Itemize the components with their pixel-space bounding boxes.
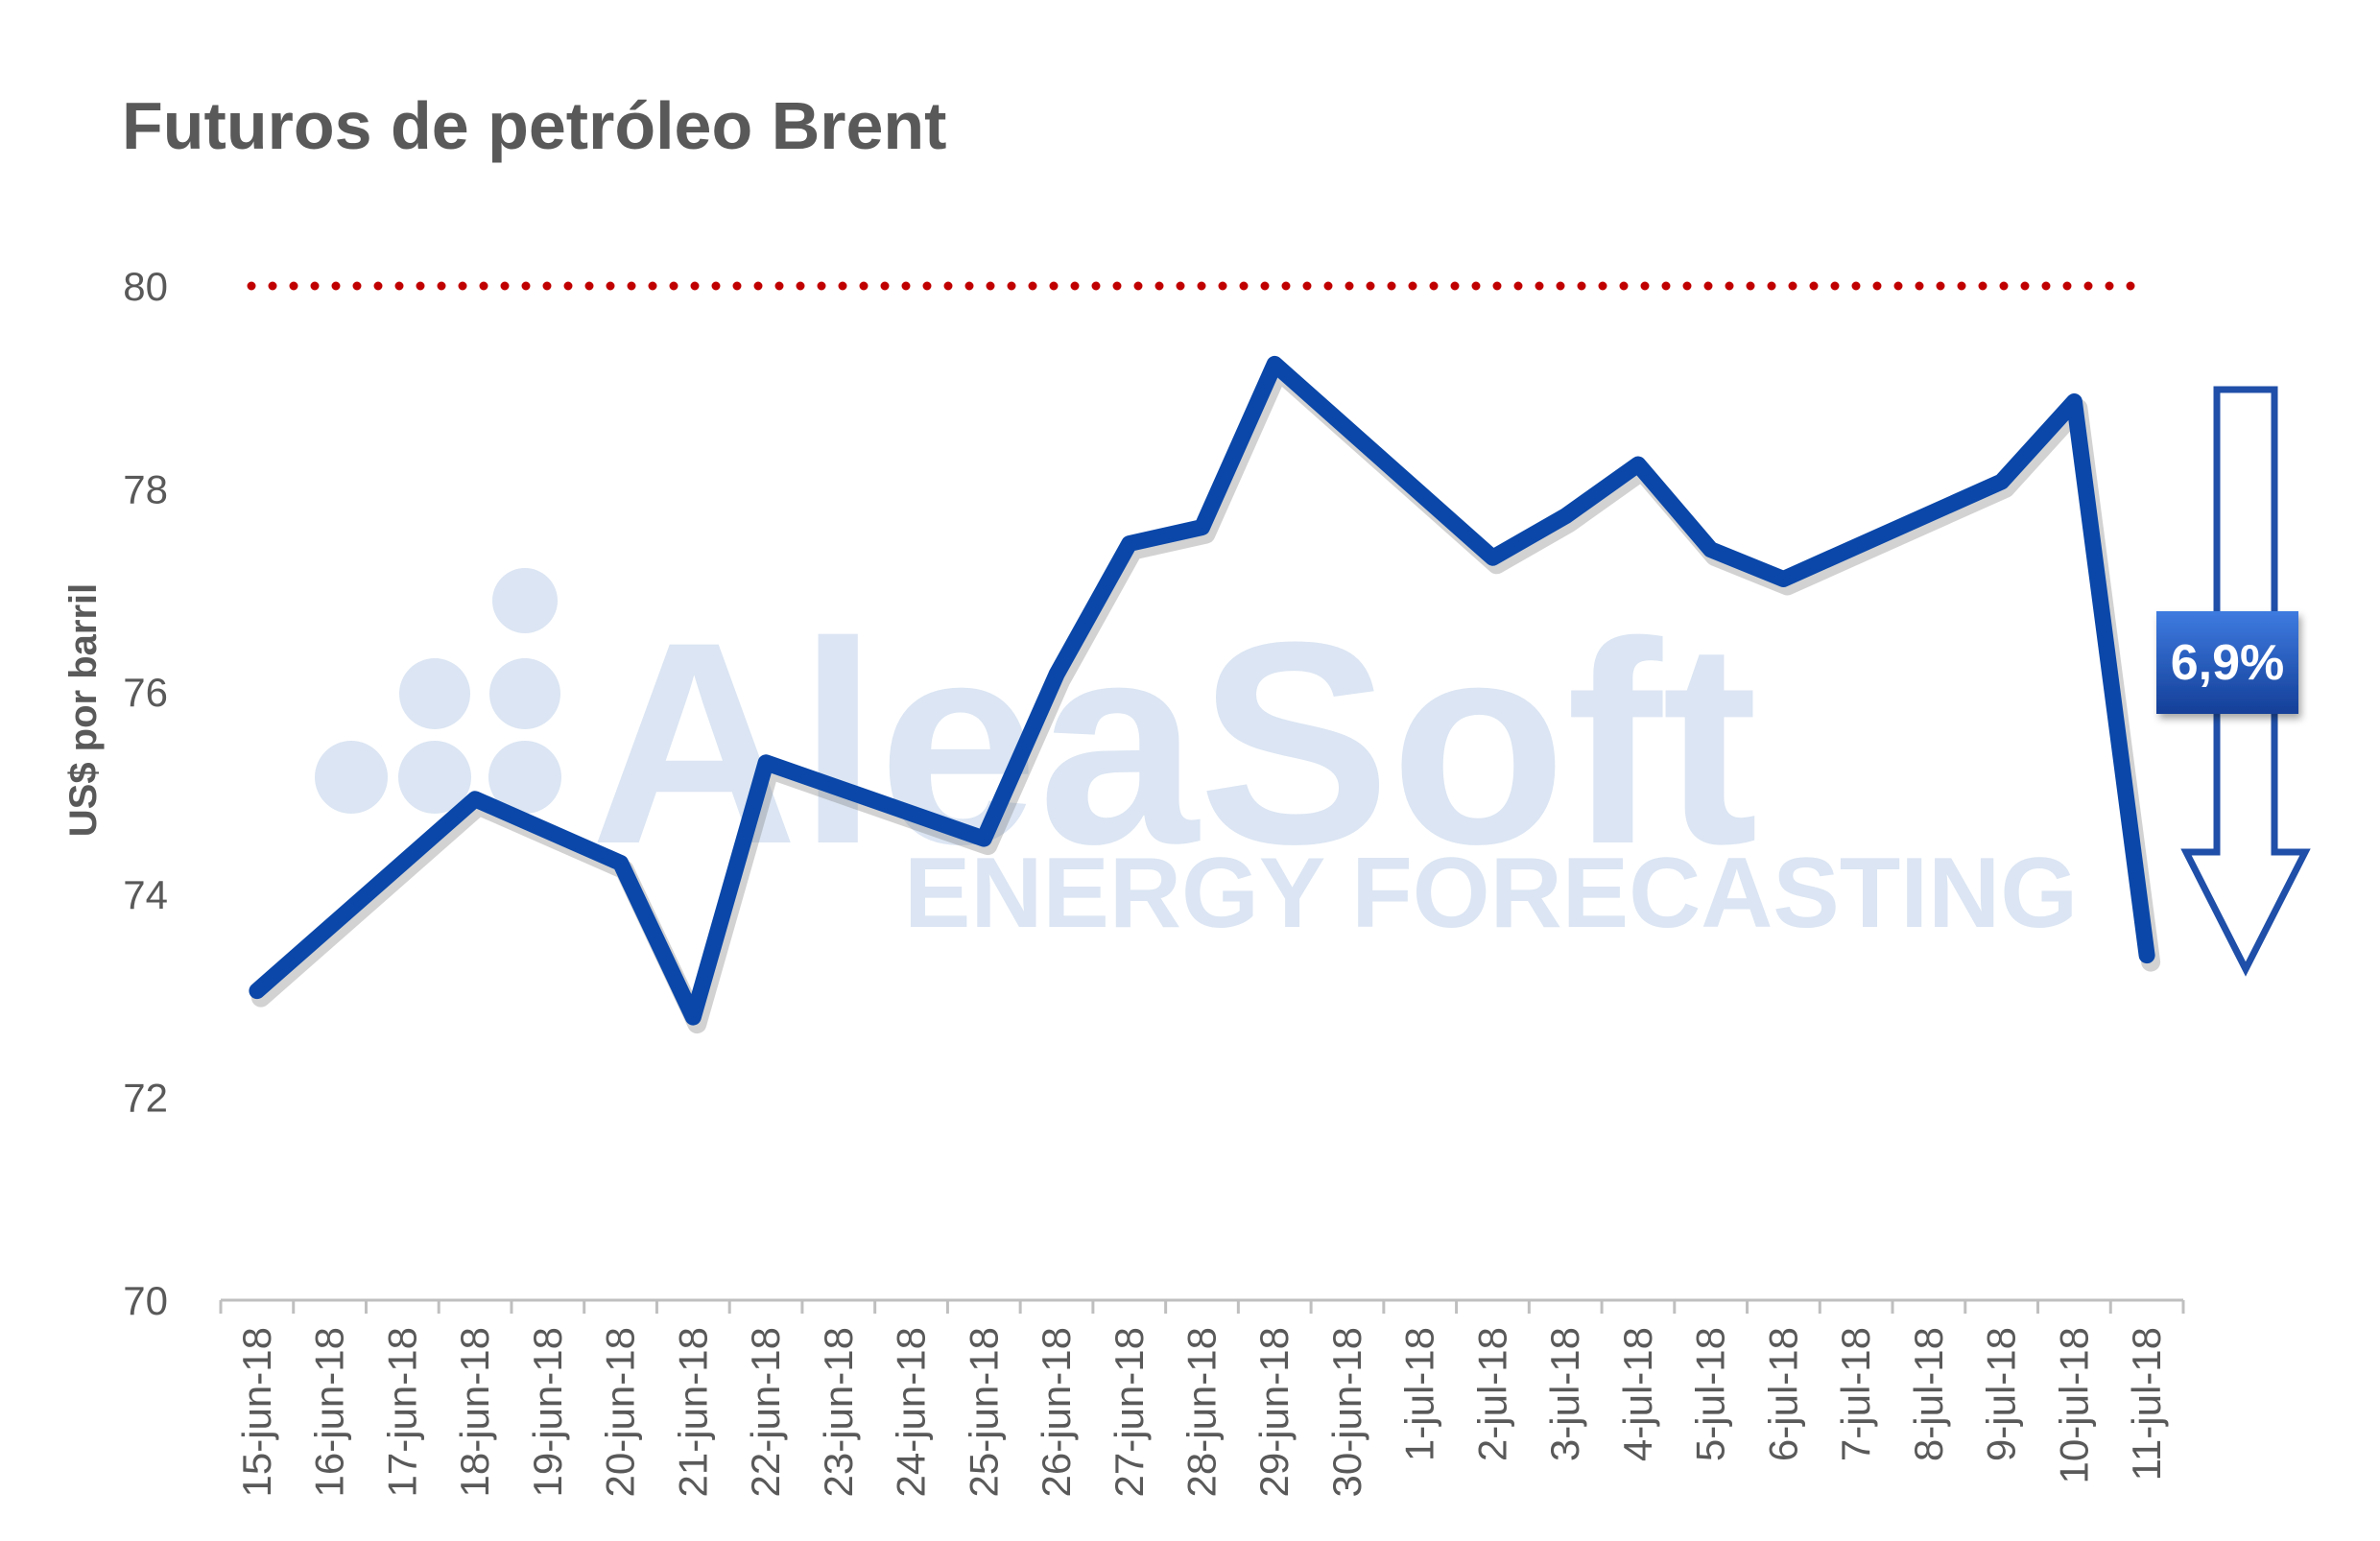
x-tick-label: 17-jun-18 [379,1327,424,1497]
data-point [2073,400,2075,402]
data-point [1056,674,1058,676]
x-axis [219,1298,2185,1314]
data-point [1564,515,1566,517]
x-tick-label: 22-jun-18 [743,1327,788,1497]
decline-badge-label: 6,9% [2171,635,2285,691]
x-tick-label: 20-jun-18 [598,1327,643,1497]
x-tick-label: 19-jun-18 [525,1327,570,1497]
watermark-tagline: ENERGY FORECASTING [904,838,2078,949]
series-brent [249,355,2161,1034]
decline-annotation: 6,9% [2156,386,2311,977]
watermark-brand: AleaSoft [590,581,1758,904]
watermark: AleaSoft ENERGY FORECASTING [315,568,2078,949]
data-point [1273,363,1275,365]
y-tick-label: 70 [123,1278,168,1323]
x-tick-label: 24-jun-18 [889,1327,934,1497]
y-tick-label: 74 [123,872,168,917]
y-axis-label: US$ por barril [62,583,105,838]
y-tick-label: 80 [123,264,168,309]
x-tick-label: 8-jul-18 [1906,1327,1951,1461]
x-tick-label: 10-jul-18 [2051,1327,2096,1483]
x-tick-label: 30-jun-18 [1324,1327,1369,1497]
y-tick-label: 76 [123,670,168,715]
x-tick-label: 1-jul-18 [1397,1327,1442,1461]
data-point [692,1016,694,1018]
x-tick-label: 4-jul-18 [1615,1327,1660,1461]
x-tick-label: 3-jul-18 [1542,1327,1587,1461]
data-point [1129,542,1130,544]
x-tick-label: 5-jul-18 [1688,1327,1733,1461]
x-tick-label: 7-jul-18 [1833,1327,1878,1461]
chart-title: Futuros de petróleo Brent [122,88,946,163]
x-tick-label: 15-jun-18 [234,1327,279,1497]
x-tick-label: 23-jun-18 [816,1327,861,1497]
x-axis-ticks: 15-jun-18 16-jun-18 17-jun-18 18-jun-18 19-j… [234,1327,2169,1497]
x-tick-label: 26-jun-18 [1034,1327,1079,1497]
watermark-dots-logo [315,568,561,814]
data-point [2146,955,2148,957]
data-point [765,762,767,764]
x-tick-label: 11-jul-18 [2124,1327,2169,1481]
x-tick-label: 9-jul-18 [1979,1327,2024,1461]
data-point [620,862,622,864]
decline-badge [2156,611,2298,714]
x-tick-label: 2-jul-18 [1469,1327,1514,1461]
x-tick-label: 29-jun-18 [1251,1327,1297,1497]
data-point [983,838,985,840]
x-tick-label: 27-jun-18 [1107,1327,1152,1497]
data-point [1782,578,1784,580]
data-point [1710,549,1712,551]
x-tick-label: 25-jun-18 [961,1327,1006,1497]
data-point [474,798,476,800]
y-tick-label: 78 [123,466,168,511]
y-axis-ticks: 70 72 74 76 78 80 [123,264,168,1323]
data-point [256,990,258,992]
x-tick-label: 28-jun-18 [1179,1327,1225,1497]
y-tick-label: 72 [123,1076,168,1121]
series-line [249,355,2155,1026]
x-tick-label: 21-jun-18 [670,1327,715,1497]
x-tick-label: 18-jun-18 [452,1327,497,1497]
x-tick-label: 6-jul-18 [1760,1327,1805,1461]
x-tick-label: 16-jun-18 [307,1327,352,1497]
data-point [1637,463,1639,465]
data-point [1491,557,1493,558]
data-point [2001,481,2003,483]
